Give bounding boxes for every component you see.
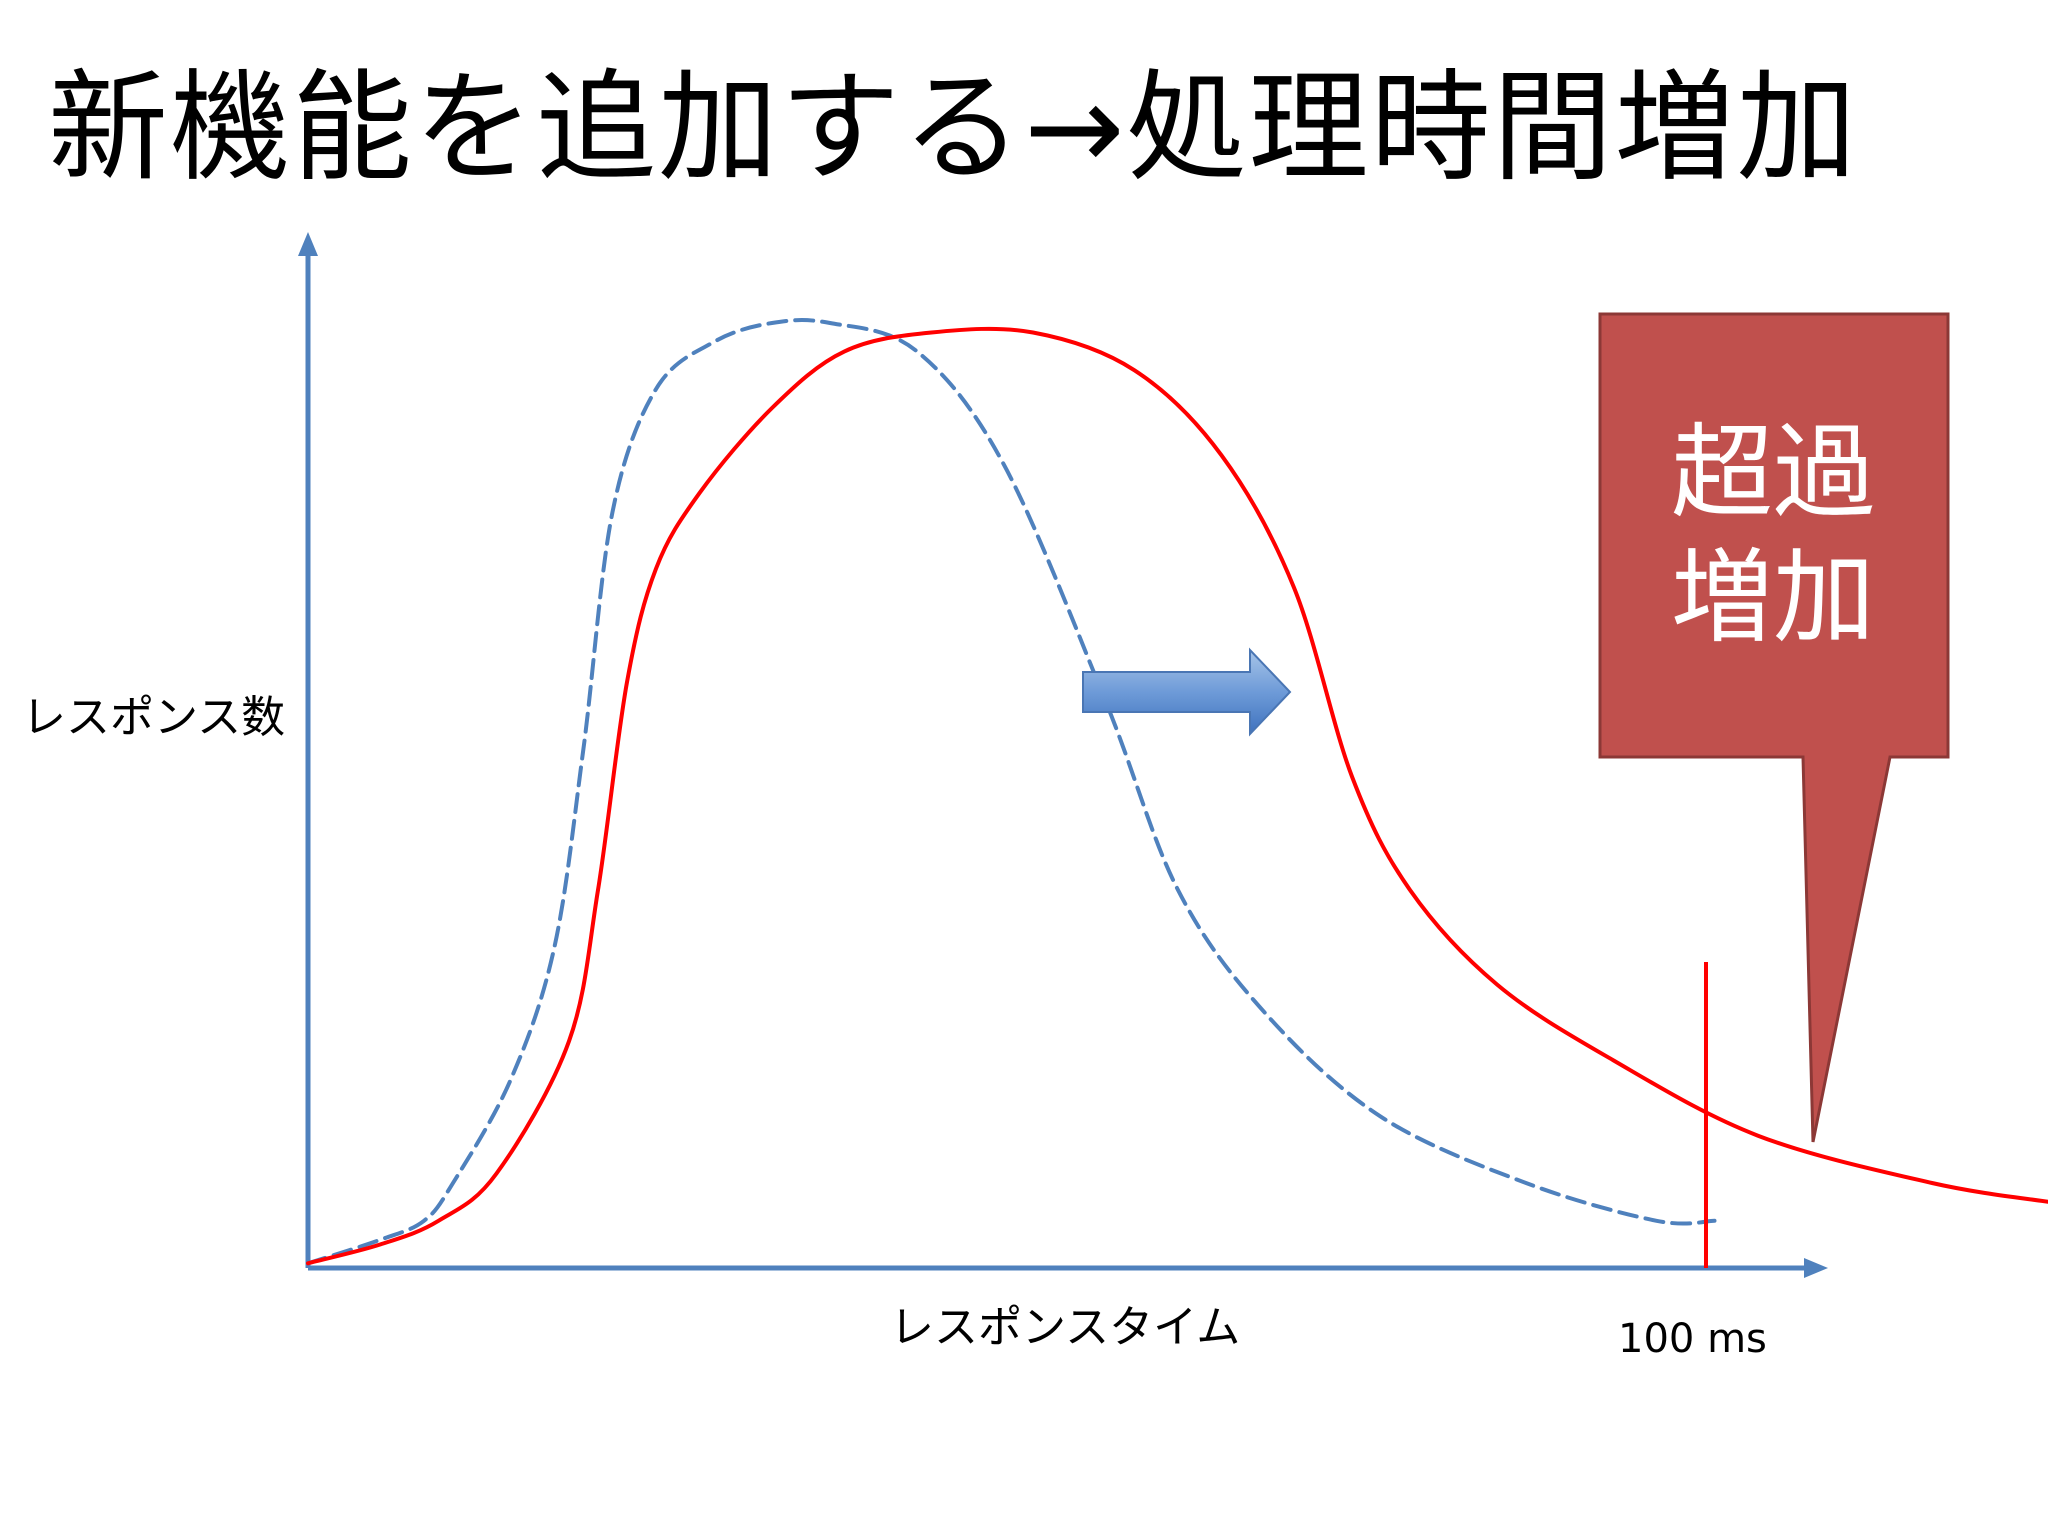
y-axis-label: レスポンス数 — [22, 692, 285, 743]
series-line-before — [306, 318, 1717, 1266]
callout-text-line-1: 超過 — [1671, 414, 1875, 533]
shift-right-arrow — [1082, 647, 1292, 737]
series-line-after — [306, 326, 2048, 1266]
x-axis-arrowhead — [1804, 1258, 1828, 1278]
axes — [298, 232, 1828, 1278]
y-axis-arrowhead — [298, 232, 318, 256]
x-axis-label: レスポンスタイム — [890, 1302, 1240, 1353]
callout-text-line-2: 増加 — [1671, 539, 1875, 658]
slide-title: 新機能を追加する→処理時間増加 — [48, 59, 1859, 198]
callout-box — [1598, 312, 1950, 1143]
threshold-label: 100 ms — [1618, 1316, 1767, 1362]
